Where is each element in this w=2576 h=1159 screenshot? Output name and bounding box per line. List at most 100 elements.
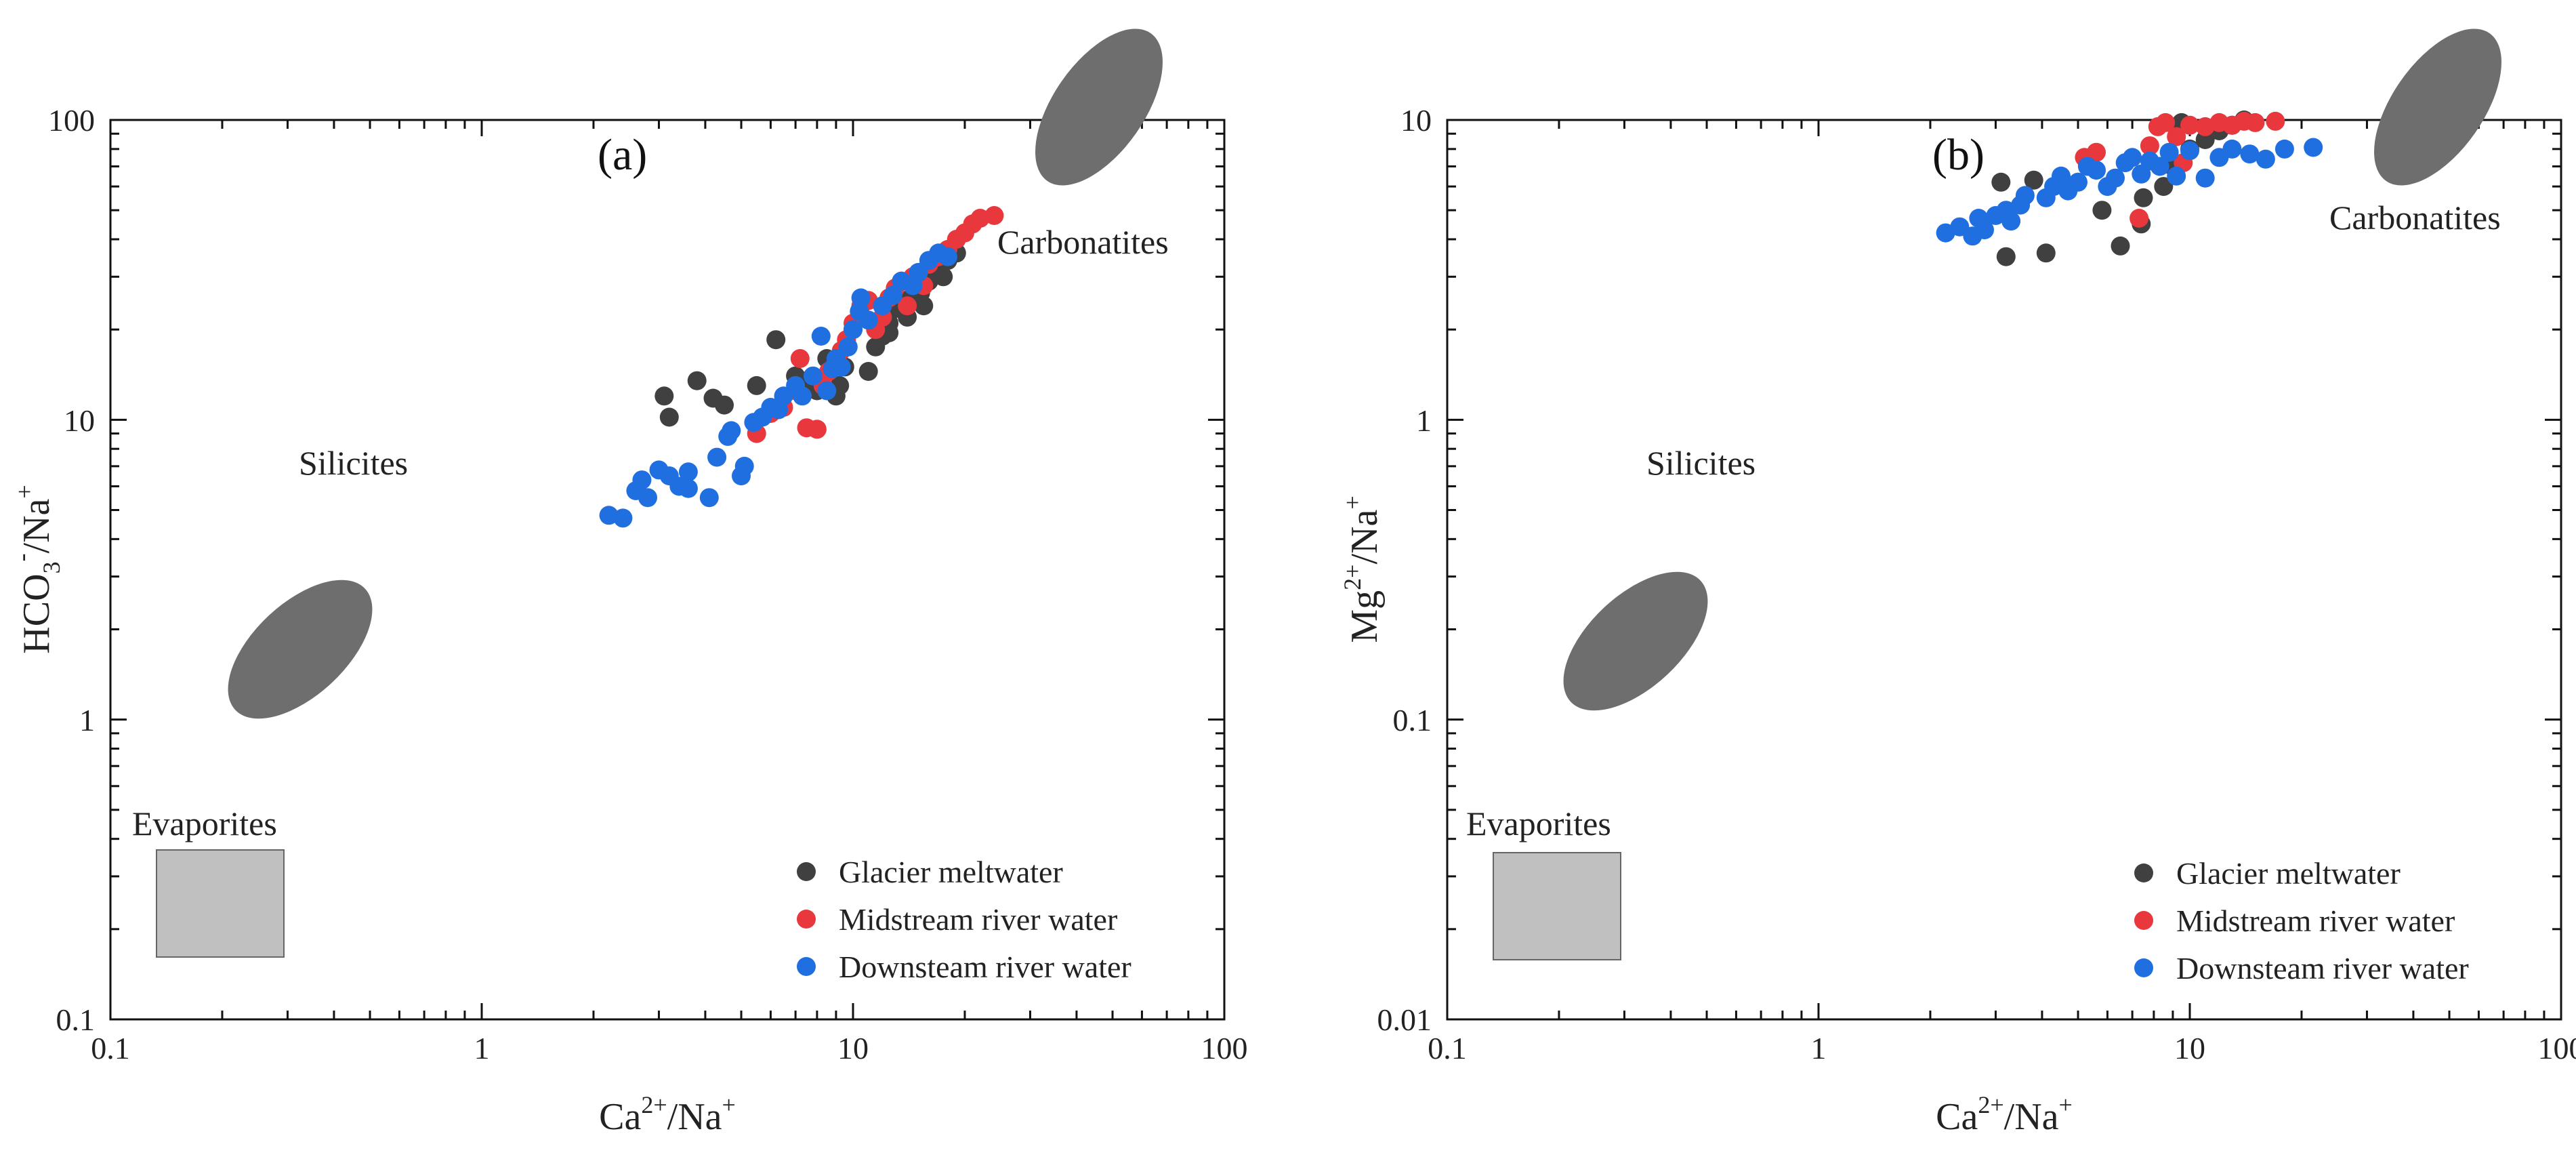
- panel-a-point-downstream: [707, 447, 727, 467]
- panel-b-point-downstream: [2159, 142, 2179, 162]
- panel-a-point-downstream: [844, 320, 863, 340]
- panel-a-point-downstream: [938, 247, 957, 266]
- panel-b-point-downstream: [2052, 166, 2071, 186]
- panel-a-evaporite-label: Evaporites: [132, 805, 277, 842]
- panel-a-point-downstream: [831, 357, 851, 377]
- panel-b-point-glacier: [1991, 172, 2011, 192]
- panel-b-x-tick-label: 10: [2174, 1031, 2205, 1065]
- panel-b-y-tick-labels: 0.01 0.1 1 10: [1377, 103, 1432, 1037]
- panel-a: Silicites Carbonatites Evaporites (a) 0.…: [8, 28, 1248, 1138]
- panel-b-points: [1936, 110, 2323, 266]
- panel-a-point-downstream: [722, 421, 741, 441]
- panel-a-point-glacier: [766, 330, 786, 350]
- panel-b-legend-label-glacier: Glacier meltwater: [2176, 856, 2401, 891]
- panel-b-point-glacier: [2024, 170, 2043, 190]
- panel-a-legend-label-downstream: Downsteam river water: [839, 950, 1131, 984]
- panel-a-point-downstream: [838, 337, 858, 357]
- panel-a-point-downstream: [678, 462, 698, 482]
- panel-a-x-tick-labels: 0.1 1 10 100: [91, 1031, 1247, 1065]
- panel-b-point-downstream: [2015, 186, 2035, 205]
- panel-b-point-midstream: [2266, 111, 2285, 131]
- panel-a-point-downstream: [883, 285, 902, 305]
- panel-b-point-glacier: [2092, 201, 2112, 220]
- panel-b-x-tick-labels: 0.1 1 10 100: [1428, 1031, 2576, 1065]
- panel-a-point-downstream: [699, 488, 719, 508]
- panel-b-point-midstream: [2245, 113, 2265, 132]
- panel-a-x-tick-label: 1: [474, 1031, 490, 1065]
- panel-b-point-downstream: [2274, 139, 2294, 159]
- panel-a-point-midstream: [790, 349, 810, 368]
- panel-b-legend-label-downstream: Downsteam river water: [2176, 951, 2469, 985]
- panel-b-point-midstream: [2167, 127, 2186, 146]
- panel-a-point-downstream: [638, 488, 657, 508]
- panel-b-point-downstream: [1975, 220, 1994, 240]
- panel-b-point-glacier: [2111, 236, 2130, 256]
- panel-a-label: (a): [598, 130, 647, 180]
- panel-b-y-tick-label: 0.01: [1377, 1002, 1432, 1037]
- panel-a-point-downstream: [734, 456, 754, 476]
- panel-b-y-axis-title: Mg2+/Na+ Mg2+/Na+: [1339, 495, 1386, 643]
- panel-a-point-midstream: [807, 420, 827, 439]
- panel-a-point-glacier: [687, 371, 707, 390]
- panel-a-legend-label-midstream: Midstream river water: [839, 902, 1117, 937]
- panel-a-point-downstream: [803, 366, 823, 386]
- panel-a-point-downstream: [599, 506, 619, 525]
- panel-b-carbonate-label: Carbonatites: [2329, 199, 2501, 237]
- panel-b-legend-label-midstream: Midstream river water: [2176, 903, 2455, 938]
- panel-a-x-axis-title-rendered: Ca2+/Na+: [599, 1091, 736, 1138]
- panel-a-point-glacier: [858, 362, 878, 381]
- panel-a-carbonate-label: Carbonatites: [997, 223, 1169, 261]
- panel-a-point-downstream: [678, 479, 698, 498]
- panel-b-point-downstream: [2069, 172, 2087, 192]
- panel-b-legend: Glacier meltwater Midstream river water …: [2134, 856, 2469, 985]
- panel-b-point-glacier: [2036, 243, 2056, 263]
- panel-a-point-glacier: [715, 395, 734, 415]
- panel-a-point-downstream: [858, 310, 878, 330]
- panel-a-point-glacier: [934, 267, 953, 287]
- panel-b-point-downstream: [2180, 141, 2199, 161]
- panel-b-carbonate-ellipse: [2374, 28, 2501, 186]
- panel-a-silicate-ellipse: [228, 580, 373, 719]
- panel-a-point-downstream: [817, 381, 837, 401]
- panel-b-point-midstream: [2156, 113, 2176, 132]
- panel-b-x-tick-label: 1: [1811, 1031, 1827, 1065]
- panel-b-silicate-label: Silicites: [1646, 444, 1756, 482]
- panel-a-legend-marker-glacier: [797, 862, 816, 881]
- panel-b-point-downstream: [2240, 144, 2260, 164]
- panel-a-x-tick-label: 100: [1201, 1031, 1248, 1065]
- panel-b-point-downstream: [2222, 139, 2242, 159]
- panel-a-x-tick-label: 10: [837, 1031, 869, 1065]
- panel-b-point-midstream: [2130, 209, 2149, 228]
- panel-b-point-downstream: [2123, 148, 2142, 167]
- panel-b-point-downstream: [2304, 138, 2323, 157]
- panel-b-x-tick-label: 0.1: [1428, 1031, 1467, 1065]
- panel-b-x-tick-label: 100: [2538, 1031, 2576, 1065]
- panel-b-plot-frame: [1446, 119, 2562, 1021]
- panel-a-legend-label-glacier: Glacier meltwater: [839, 855, 1063, 889]
- panel-a-point-downstream: [851, 288, 871, 308]
- panel-b-point-glacier: [2134, 188, 2153, 207]
- panel-a-y-tick-label: 100: [48, 103, 95, 138]
- panel-b-point-glacier: [2154, 177, 2174, 197]
- panel-a-point-glacier: [747, 375, 766, 395]
- panel-a-point-downstream: [793, 386, 812, 406]
- panel-b-point-downstream: [2106, 168, 2125, 188]
- panel-b-point-downstream: [2087, 161, 2106, 180]
- panel-b-point-midstream: [2087, 142, 2106, 162]
- panel-b-legend-marker-glacier: [2134, 863, 2153, 882]
- panel-b-point-downstream: [2150, 157, 2169, 176]
- panel-b-x-axis-title: Ca2+/Na+ Ca2+/Na+: [1936, 1091, 2073, 1138]
- panel-b-x-axis-title-rendered: Ca2+/Na+: [1936, 1091, 2073, 1138]
- panel-a-carbonate-ellipse: [1035, 28, 1163, 186]
- panel-a-silicate-label: Silicites: [299, 444, 408, 482]
- panel-b-legend-marker-midstream: [2134, 911, 2153, 930]
- panel-b-evaporite-label: Evaporites: [1466, 805, 1611, 842]
- panel-a-point-downstream: [632, 470, 652, 490]
- panel-a-legend-marker-downstream: [797, 957, 816, 976]
- panel-b-point-midstream: [2140, 136, 2159, 156]
- panel-a-point-downstream: [811, 327, 831, 346]
- panel-a-point-glacier: [655, 386, 674, 406]
- panel-a-plot-frame: [109, 119, 1226, 1021]
- panel-a-point-midstream: [898, 296, 917, 316]
